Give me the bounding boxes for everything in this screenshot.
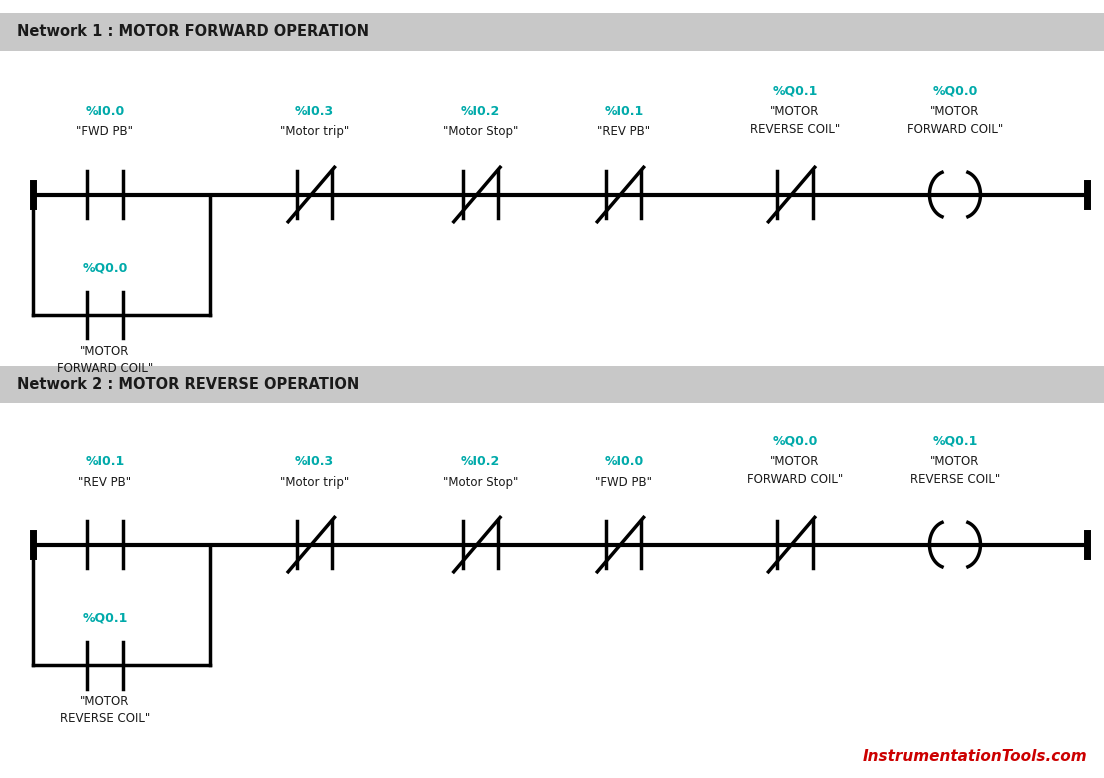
Text: "Motor trip": "Motor trip" (280, 475, 349, 489)
Text: "Motor Stop": "Motor Stop" (443, 125, 518, 138)
Text: %I0.3: %I0.3 (295, 105, 335, 118)
Text: FORWARD COIL": FORWARD COIL" (56, 362, 153, 375)
Text: REVERSE COIL": REVERSE COIL" (750, 123, 840, 136)
Text: %I0.2: %I0.2 (460, 105, 500, 118)
Text: "REV PB": "REV PB" (78, 475, 131, 489)
Text: Network 2 : MOTOR REVERSE OPERATION: Network 2 : MOTOR REVERSE OPERATION (17, 377, 359, 392)
Text: %Q0.0: %Q0.0 (932, 84, 978, 97)
Text: "Motor Stop": "Motor Stop" (443, 475, 518, 489)
Text: "Motor trip": "Motor trip" (280, 125, 349, 138)
Text: %Q0.1: %Q0.1 (932, 434, 978, 447)
Text: "MOTOR: "MOTOR (771, 105, 819, 118)
Text: REVERSE COIL": REVERSE COIL" (60, 712, 150, 725)
Text: %I0.1: %I0.1 (604, 105, 644, 118)
Text: "MOTOR: "MOTOR (81, 695, 129, 708)
Bar (0, 366, 1104, 403)
Text: InstrumentationTools.com: InstrumentationTools.com (863, 749, 1087, 764)
Text: "MOTOR: "MOTOR (931, 455, 979, 468)
Text: FORWARD COIL": FORWARD COIL" (746, 473, 843, 486)
Text: %I0.0: %I0.0 (604, 455, 644, 468)
Text: REVERSE COIL": REVERSE COIL" (910, 473, 1000, 486)
Text: "FWD PB": "FWD PB" (595, 475, 652, 489)
Text: %I0.1: %I0.1 (85, 455, 125, 468)
Text: "FWD PB": "FWD PB" (76, 125, 134, 138)
Text: %Q0.0: %Q0.0 (82, 261, 128, 275)
Text: %Q0.0: %Q0.0 (772, 434, 818, 447)
Text: "MOTOR: "MOTOR (81, 345, 129, 358)
Text: %Q0.1: %Q0.1 (772, 84, 818, 97)
Text: "MOTOR: "MOTOR (931, 105, 979, 118)
Text: "MOTOR: "MOTOR (771, 455, 819, 468)
Bar (0, 13, 1104, 51)
Text: FORWARD COIL": FORWARD COIL" (906, 123, 1004, 136)
Text: Network 1 : MOTOR FORWARD OPERATION: Network 1 : MOTOR FORWARD OPERATION (17, 24, 369, 40)
Text: %Q0.1: %Q0.1 (82, 612, 128, 625)
Text: %I0.0: %I0.0 (85, 105, 125, 118)
Text: %I0.2: %I0.2 (460, 455, 500, 468)
Text: "REV PB": "REV PB" (597, 125, 650, 138)
Text: %I0.3: %I0.3 (295, 455, 335, 468)
